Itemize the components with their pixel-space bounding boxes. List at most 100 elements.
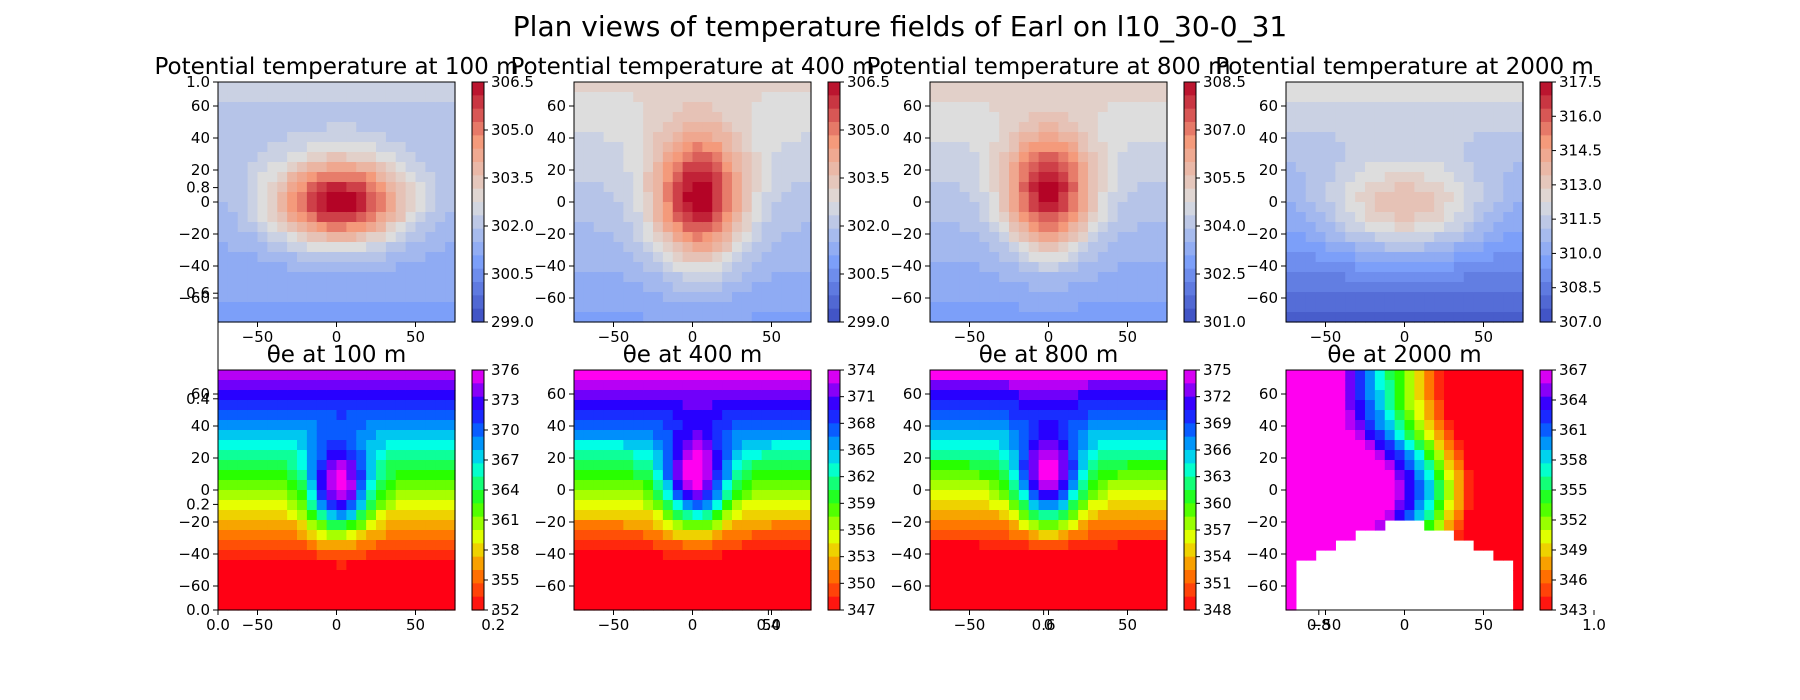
colorbar-tick-label: 300.5	[847, 265, 890, 283]
heatmap-cell	[425, 530, 436, 541]
heatmap-cell	[366, 172, 377, 183]
heatmap-cell	[653, 302, 664, 313]
colorbar-tick-label: 358	[491, 541, 520, 559]
heatmap-cell	[653, 242, 664, 253]
heatmap-cell	[1384, 430, 1396, 441]
heatmap-cell	[1028, 262, 1040, 273]
heatmap-cell	[692, 282, 703, 293]
figure-title: Plan views of temperature fields of Earl…	[513, 10, 1287, 43]
heatmap-cell	[1345, 470, 1356, 481]
heatmap-cell	[939, 282, 951, 293]
heatmap-cell	[712, 510, 723, 521]
heatmap-cell	[1493, 530, 1504, 541]
heatmap-cell	[435, 302, 446, 313]
heatmap-cell	[415, 92, 426, 103]
heatmap-cell	[1117, 172, 1129, 183]
heatmap-cell	[574, 172, 585, 183]
heatmap-cell	[1305, 390, 1317, 401]
heatmap-cell	[1374, 92, 1386, 103]
heatmap-cell	[662, 410, 674, 421]
heatmap-cell	[949, 550, 961, 561]
heatmap-cell	[395, 440, 407, 451]
heatmap-cell	[682, 162, 694, 173]
colorbar-segment	[828, 268, 840, 283]
heatmap-cell	[999, 450, 1010, 461]
heatmap-cell	[267, 242, 278, 253]
heatmap-cell	[415, 142, 426, 153]
heatmap-cell	[791, 500, 802, 511]
heatmap-cell	[376, 580, 387, 591]
heatmap-cell	[1493, 510, 1504, 521]
heatmap-cell	[682, 540, 694, 551]
heatmap-cell	[653, 510, 664, 521]
heatmap-cell	[1147, 152, 1158, 163]
heatmap-cell	[771, 420, 782, 431]
heatmap-cell	[316, 570, 328, 581]
heatmap-cell	[969, 132, 980, 143]
heatmap-cell	[1335, 430, 1346, 441]
heatmap-cell	[1088, 460, 1099, 471]
heatmap-cell	[257, 172, 268, 183]
colorbar-segment	[1540, 188, 1552, 203]
heatmap-cell	[603, 282, 615, 293]
heatmap-cell	[791, 450, 802, 461]
heatmap-cell	[682, 142, 694, 153]
heatmap-cell	[435, 560, 446, 571]
heatmap-cell	[425, 410, 436, 421]
heatmap-cell	[662, 232, 674, 243]
heatmap-cell	[1315, 292, 1327, 303]
colorbar-tick-label: 364	[1559, 391, 1588, 409]
heatmap-cell	[939, 142, 951, 153]
heatmap-cell	[445, 272, 456, 283]
heatmap-cell	[1503, 450, 1514, 461]
heatmap-cell	[1147, 520, 1158, 531]
heatmap-cell	[1127, 202, 1138, 213]
heatmap-cell	[1137, 262, 1148, 273]
heatmap-cell	[366, 420, 377, 431]
heatmap-cell	[1117, 370, 1129, 381]
heatmap-cell	[643, 152, 654, 163]
heatmap-cell	[633, 112, 644, 123]
heatmap-cell	[1404, 292, 1415, 303]
heatmap-cell	[435, 500, 446, 511]
colorbar-tick-label: 307.0	[1203, 121, 1246, 139]
heatmap-cell	[277, 430, 288, 441]
heatmap-cell	[1463, 102, 1475, 113]
heatmap-cell	[1453, 292, 1465, 303]
heatmap-cell	[722, 390, 733, 401]
heatmap-cell	[326, 102, 338, 113]
heatmap-cell	[1305, 132, 1317, 143]
heatmap-cell	[435, 600, 446, 611]
heatmap-cell	[376, 570, 387, 581]
heatmap-cell	[1365, 122, 1376, 133]
heatmap-cell	[306, 272, 318, 283]
heatmap-cell	[1137, 460, 1148, 471]
heatmap-cell	[1325, 252, 1336, 263]
heatmap-cell	[1335, 400, 1346, 411]
heatmap-cell	[237, 450, 249, 461]
heatmap-cell	[1038, 530, 1050, 541]
heatmap-cell	[574, 182, 585, 193]
heatmap-cell	[415, 152, 426, 163]
heatmap-cell	[1473, 520, 1485, 531]
colorbar-tick-label: 373	[491, 391, 520, 409]
heatmap-cell	[336, 580, 347, 591]
heatmap-cell	[1088, 102, 1099, 113]
heatmap-cell	[633, 480, 644, 491]
heatmap-cell	[306, 222, 318, 233]
heatmap-cell	[1058, 410, 1069, 421]
heatmap-cell	[1286, 202, 1297, 213]
overlay-y-tick-label: 0.0	[186, 601, 210, 619]
heatmap-cell	[603, 500, 615, 511]
heatmap-cell	[959, 302, 971, 313]
heatmap-cell	[1088, 590, 1099, 601]
heatmap-cell	[1097, 222, 1109, 233]
heatmap-cell	[999, 600, 1010, 611]
heatmap-cell	[227, 580, 239, 591]
heatmap-cell	[702, 182, 713, 193]
heatmap-cell	[692, 390, 703, 401]
heatmap-cell	[1414, 82, 1425, 93]
heatmap-cell	[267, 480, 278, 491]
heatmap-cell	[1107, 520, 1119, 531]
heatmap-cell	[1503, 302, 1514, 313]
